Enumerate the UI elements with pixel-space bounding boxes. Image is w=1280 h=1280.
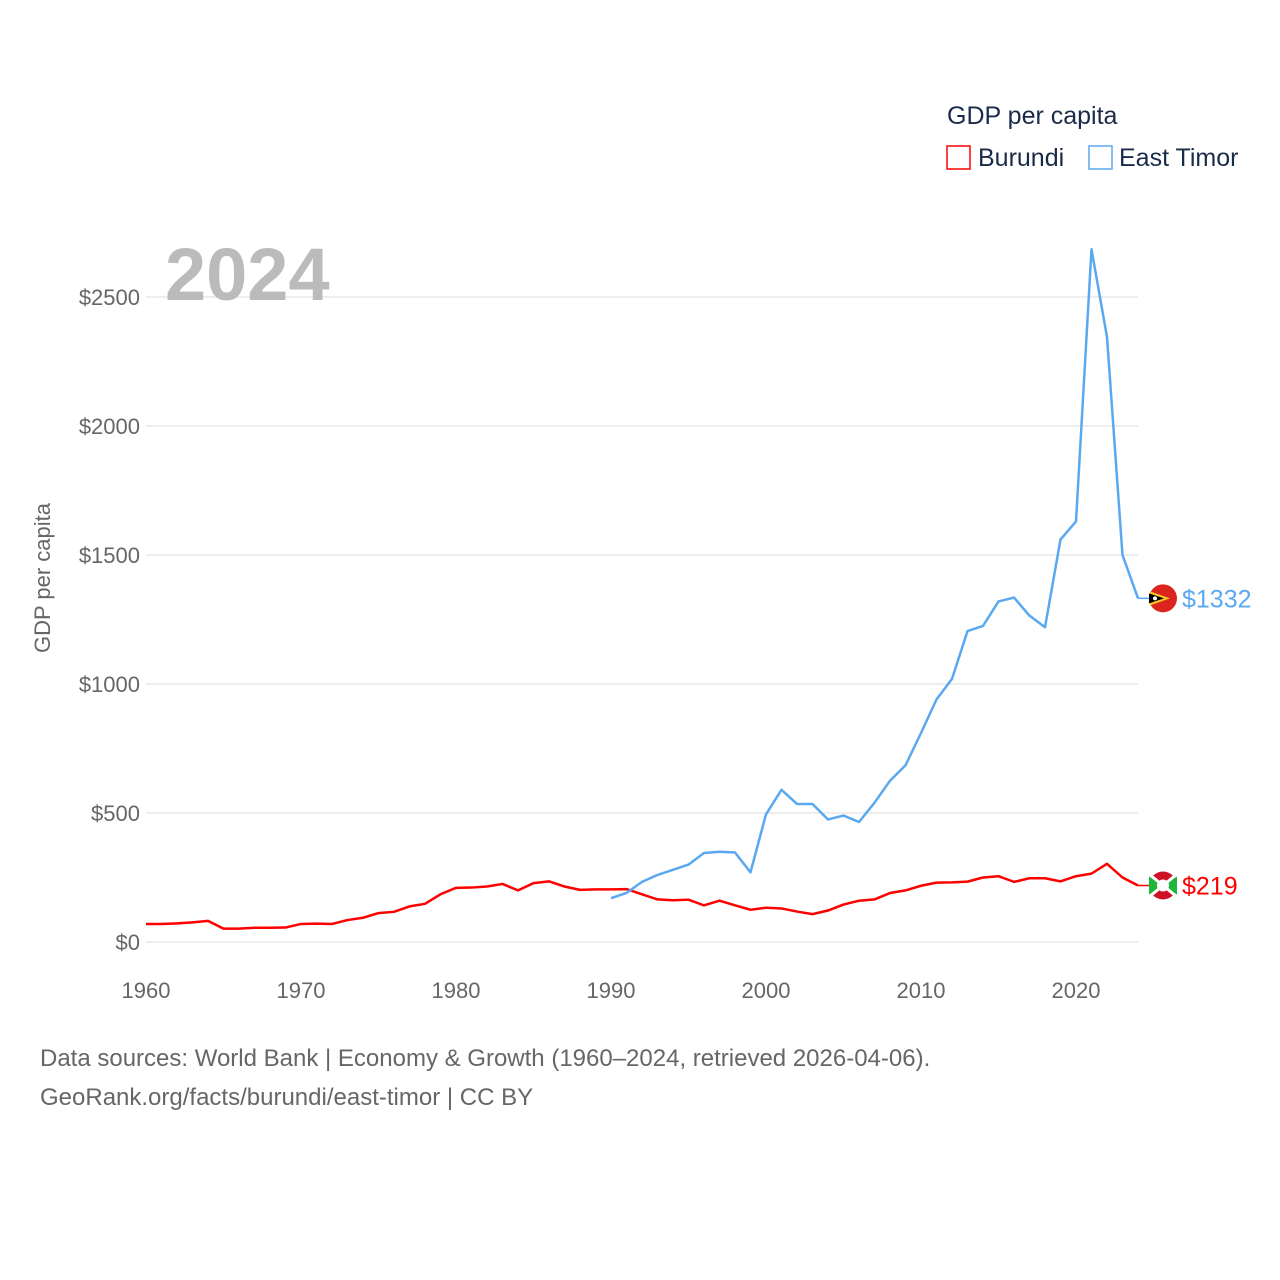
y-tick-label: $500	[91, 801, 140, 826]
y-axis-label: GDP per capita	[30, 502, 55, 653]
x-tick-label: 2010	[897, 978, 946, 1003]
legend-swatch-burundi	[946, 145, 971, 170]
x-tick-label: 1960	[122, 978, 171, 1003]
legend-label-burundi[interactable]: Burundi	[978, 144, 1064, 172]
y-tick-label: $2500	[79, 285, 140, 310]
east-timor-flag-icon	[1149, 584, 1177, 613]
x-tick-label: 1990	[587, 978, 636, 1003]
legend-swatch-east-timor	[1088, 145, 1113, 170]
y-tick-label: $0	[116, 930, 140, 955]
series-line-east-timor[interactable]	[610, 248, 1140, 900]
series-line-burundi[interactable]	[146, 862, 1139, 930]
end-value-label: $219	[1182, 872, 1238, 900]
x-tick-label: 1970	[277, 978, 326, 1003]
y-tick-label: $1500	[79, 543, 140, 568]
x-tick-label: 1980	[432, 978, 481, 1003]
x-tick-label: 2000	[742, 978, 791, 1003]
y-tick-label: $1000	[79, 672, 140, 697]
legend-title: GDP per capita	[947, 102, 1118, 130]
year-watermark: 2024	[165, 233, 330, 316]
y-tick-label: $2000	[79, 414, 140, 439]
footer-sources: Data sources: World Bank | Economy & Gro…	[40, 1045, 931, 1072]
legend-label-east-timor[interactable]: East Timor	[1119, 144, 1238, 172]
end-value-label: $1332	[1182, 585, 1252, 613]
burundi-flag-icon	[1149, 871, 1177, 900]
footer-link[interactable]: GeoRank.org/facts/burundi/east-timor | C…	[40, 1084, 534, 1111]
x-tick-label: 2020	[1052, 978, 1101, 1003]
